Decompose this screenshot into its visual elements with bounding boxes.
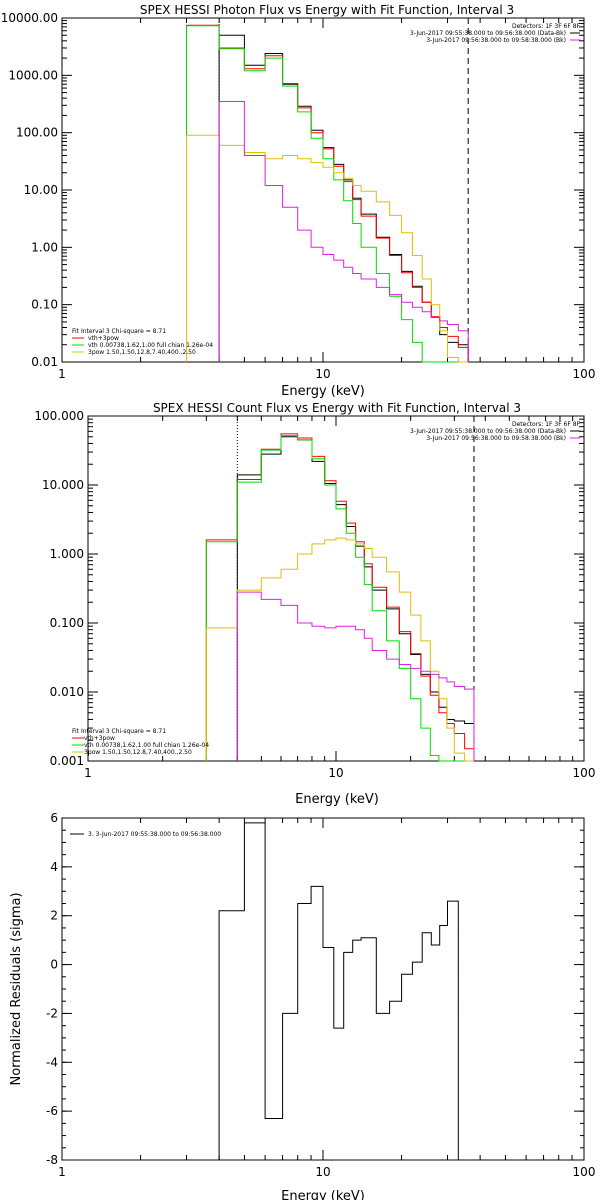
photon-flux-y-tick-label: 0.10 <box>31 298 58 312</box>
residuals-x-tick-label: 100 <box>573 1165 596 1179</box>
count-flux-legend-top: Detectors: 1F 3F 6F 8F 3-Jun-2017 09:55:… <box>410 421 580 442</box>
residuals-legend: 3. 3-Jun-2017 09:55:38.000 to 09:56:38.0… <box>88 831 221 838</box>
photon-flux-x-tick-label: 100 <box>573 367 596 381</box>
count-flux-x-tick-label: 10 <box>328 766 343 780</box>
photon-flux-series-2 <box>186 25 469 363</box>
photon-flux-y-tick-label: 1.00 <box>31 240 58 254</box>
residuals-y-tick-label: 6 <box>50 811 58 825</box>
count-legend-fit-3pow: 3pow 1.50,1.50,12.8,7.40,400.,2.50 <box>84 749 192 756</box>
count-legend-fit-header: Fit Interval 3 Chi-square = 8.71 <box>72 728 166 735</box>
photon-flux-y-tick-label: 0.01 <box>31 355 58 369</box>
residuals-y-tick-label: 2 <box>50 909 58 923</box>
photon-flux-series <box>186 24 469 363</box>
count-flux-y-tick-label: 0.001 <box>50 754 84 768</box>
photon-flux-ticks: 1 10 100 0.01 0.10 1.00 10.00 100.00 1000.00 1000… <box>1 11 596 381</box>
photon-flux-series-4 <box>218 101 469 362</box>
residuals-y-tick-label: -4 <box>46 1055 58 1069</box>
count-flux-y-tick-label: 0.010 <box>50 685 84 699</box>
photon-flux-panel: SPEX HESSI Photon Flux vs Energy with Fi… <box>1 3 596 399</box>
residuals-ticks: 1 10 100 -8 -6 -4 -2 0 2 4 6 <box>46 811 595 1179</box>
residuals-ylabel: Normalized Residuals (sigma) <box>9 892 24 1085</box>
photon-flux-x-tick-label: 1 <box>58 367 66 381</box>
count-legend-fit-vth: vth 0.00738,1.62,1.00 full chian 1.26e-0… <box>84 742 209 749</box>
count-flux-series-2 <box>205 435 474 762</box>
photon-flux-title: SPEX HESSI Photon Flux vs Energy with Fi… <box>140 3 514 17</box>
count-flux-title: SPEX HESSI Count Flux vs Energy with Fit… <box>153 401 521 415</box>
count-flux-plot-frame <box>87 415 585 762</box>
residuals-y-tick-label: -8 <box>46 1153 58 1167</box>
photon-flux-legend-bottom: Fit Interval 3 Chi-square = 8.71 vth+3po… <box>72 328 213 356</box>
photon-flux-y-tick-label: 100.00 <box>16 126 58 140</box>
residuals-x-tick-label: 1 <box>58 1165 66 1179</box>
count-legend-header: Detectors: 1F 3F 6F 8F <box>512 421 581 428</box>
photon-flux-legend-top: Detectors: 1F 3F 6F 8F 3-Jun-2017 09:55:… <box>410 23 580 44</box>
photon-flux-y-tick-label: 10000.00 <box>1 11 58 25</box>
photon-flux-series-3 <box>186 134 469 363</box>
count-flux-ticks: 1 10 100 0.001 0.010 0.100 1.000 10.000 100.000 <box>34 409 595 780</box>
residuals-xlabel: Energy (keV) <box>281 1189 365 1200</box>
count-flux-panel: SPEX HESSI Count Flux vs Energy with Fit… <box>34 401 595 807</box>
photon-legend-entry-data: 3-Jun-2017 09:55:38.000 to 09:56:38.000 … <box>410 30 566 37</box>
residuals-plot-frame <box>61 817 585 1161</box>
photon-flux-series-1 <box>186 24 469 362</box>
photon-legend-fit-vth: vth 0.00738,1.62,1.00 full chian 1.26e-0… <box>88 342 213 349</box>
count-legend-entry-data: 3-Jun-2017 09:55:38.000 to 09:56:38.000 … <box>410 428 566 435</box>
count-flux-y-tick-label: 0.100 <box>50 616 84 630</box>
photon-flux-plot-frame <box>61 17 585 363</box>
count-flux-xlabel: Energy (keV) <box>295 792 379 807</box>
residuals-series-0 <box>218 822 459 1160</box>
photon-legend-fit-header: Fit Interval 3 Chi-square = 8.71 <box>72 328 166 335</box>
count-flux-series-1 <box>205 433 475 761</box>
photon-flux-y-tick-label: 10.00 <box>24 183 58 197</box>
photon-legend-fit-total: vth+3pow <box>88 335 119 342</box>
count-flux-y-tick-label: 100.000 <box>34 409 84 423</box>
count-flux-legend-bottom: Fit Interval 3 Chi-square = 8.71 vth+3po… <box>72 728 209 756</box>
count-flux-series-3 <box>205 537 474 762</box>
count-flux-series-4 <box>236 591 475 761</box>
residuals-y-tick-label: -2 <box>46 1006 58 1020</box>
residuals-x-tick-label: 10 <box>315 1165 330 1179</box>
count-flux-series <box>205 433 475 762</box>
photon-flux-xlabel: Energy (keV) <box>281 384 365 399</box>
count-flux-x-tick-label: 1 <box>84 766 92 780</box>
photon-legend-header: Detectors: 1F 3F 6F 8F <box>512 23 581 30</box>
residuals-y-tick-label: -6 <box>46 1104 58 1118</box>
residuals-panel: 1 10 100 -8 -6 -4 -2 0 2 4 6 Energy (keV) Normaliz… <box>9 811 595 1204</box>
count-legend-entry-bk: 3-Jun-2017 09:56:38.000 to 09:58:38.000 … <box>426 435 566 442</box>
count-flux-y-tick-label: 1.000 <box>50 547 84 561</box>
residuals-legend-entry: 3. 3-Jun-2017 09:55:38.000 to 09:56:38.0… <box>88 831 221 838</box>
photon-flux-x-tick-label: 10 <box>315 367 330 381</box>
residuals-y-tick-label: 0 <box>50 958 58 972</box>
photon-legend-fit-3pow: 3pow 1.50,1.50,12.8,7.40,400.,2.50 <box>88 349 196 356</box>
residuals-series <box>218 822 459 1160</box>
count-flux-y-tick-label: 10.000 <box>42 478 84 492</box>
count-legend-fit-total: vth+3pow <box>84 735 115 742</box>
residuals-y-tick-label: 4 <box>50 860 58 874</box>
photon-legend-entry-bk: 3-Jun-2017 09:56:38.000 to 09:58:38.000 … <box>426 37 566 44</box>
photon-flux-y-tick-label: 1000.00 <box>8 68 58 82</box>
count-flux-x-tick-label: 100 <box>573 766 596 780</box>
